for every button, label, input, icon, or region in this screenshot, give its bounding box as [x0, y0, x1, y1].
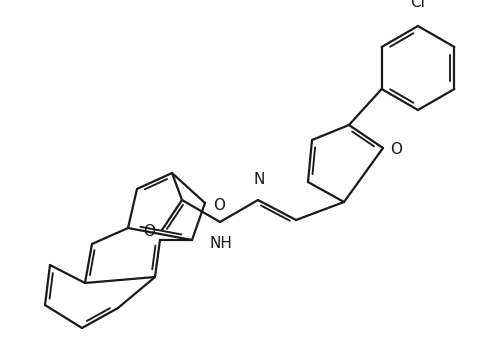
Text: N: N: [253, 172, 265, 187]
Text: O: O: [143, 224, 155, 239]
Text: NH: NH: [210, 236, 233, 251]
Text: O: O: [390, 141, 402, 156]
Text: O: O: [213, 198, 225, 213]
Text: Cl: Cl: [410, 0, 425, 10]
